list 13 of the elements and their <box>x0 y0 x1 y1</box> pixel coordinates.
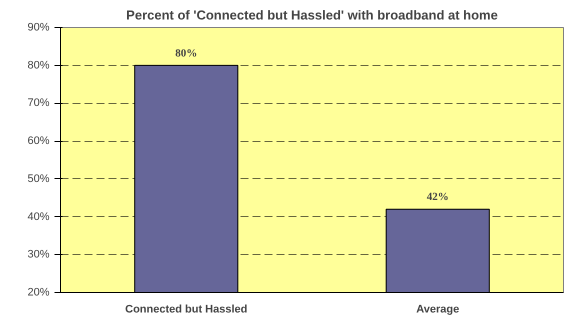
y-tick-label: 20% <box>27 286 50 298</box>
x-tick-label: Average <box>416 304 460 316</box>
data-label: 42% <box>426 191 449 204</box>
y-tick-label: 90% <box>27 22 50 34</box>
y-tick-label: 40% <box>27 210 50 223</box>
y-tick-label: 80% <box>27 59 50 72</box>
y-tick-label: 50% <box>27 172 50 185</box>
data-label: 80% <box>175 47 198 60</box>
chart-title: Percent of 'Connected but Hassled' with broadband at home <box>126 8 498 22</box>
x-tick-label: Connected but Hassled <box>125 304 248 316</box>
y-tick-label: 30% <box>27 248 50 261</box>
y-tick-label: 60% <box>27 135 50 148</box>
y-tick-label: 70% <box>27 97 50 110</box>
